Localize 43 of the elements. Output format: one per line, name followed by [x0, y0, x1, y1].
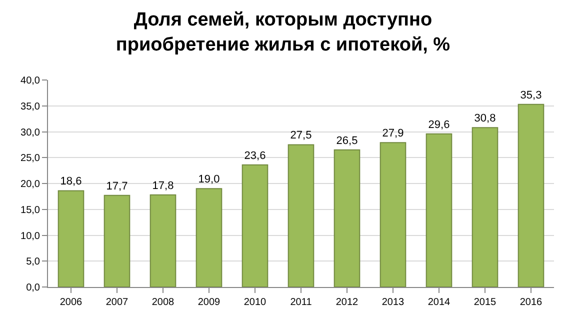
- bar: [334, 149, 360, 287]
- bar: [242, 164, 268, 287]
- x-tick-label: 2007: [106, 297, 129, 308]
- data-label: 19,0: [198, 174, 220, 186]
- bar: [518, 104, 544, 287]
- y-tick-label: 10,0: [20, 230, 40, 242]
- data-label: 26,5: [336, 134, 358, 147]
- data-label: 17,8: [152, 180, 174, 192]
- y-tick-label: 5,0: [26, 256, 40, 268]
- bar: [472, 127, 498, 287]
- x-tick-label: 2006: [60, 297, 83, 308]
- data-label: 17,7: [106, 180, 128, 192]
- bar: [426, 133, 452, 287]
- x-tick-label: 2016: [520, 297, 543, 308]
- data-label: 23,6: [244, 150, 266, 162]
- data-label: 30,8: [474, 112, 496, 125]
- y-tick-label: 15,0: [20, 204, 40, 216]
- x-tick-label: 2010: [244, 297, 267, 308]
- data-label: 27,9: [382, 128, 404, 140]
- y-tick-label: 20,0: [20, 179, 40, 190]
- x-tick-label: 2015: [474, 297, 497, 308]
- data-label: 27,5: [290, 130, 312, 142]
- y-tick-label: 40,0: [20, 76, 40, 86]
- x-tick-label: 2014: [428, 297, 451, 308]
- data-label: 29,6: [428, 118, 450, 131]
- x-tick-label: 2013: [382, 297, 405, 308]
- y-tick-label: 25,0: [20, 153, 40, 164]
- bar: [104, 194, 130, 287]
- y-tick-label: 30,0: [20, 127, 40, 138]
- bar: [196, 188, 222, 287]
- data-label: 35,3: [520, 89, 542, 102]
- x-tick-label: 2011: [290, 297, 312, 308]
- bar: [150, 194, 176, 287]
- bar: [380, 142, 406, 287]
- chart-title: Доля семей, которым доступно приобретение жилья с ипотекой, %: [116, 10, 450, 56]
- bar: [288, 144, 314, 287]
- x-tick-label: 2008: [152, 297, 175, 308]
- bar: [58, 190, 84, 287]
- y-tick-label: 35,0: [20, 101, 40, 112]
- y-tick-label: 0,0: [26, 282, 40, 294]
- data-label: 18,6: [60, 176, 82, 188]
- x-tick-label: 2009: [198, 297, 221, 308]
- x-tick-label: 2012: [336, 297, 359, 308]
